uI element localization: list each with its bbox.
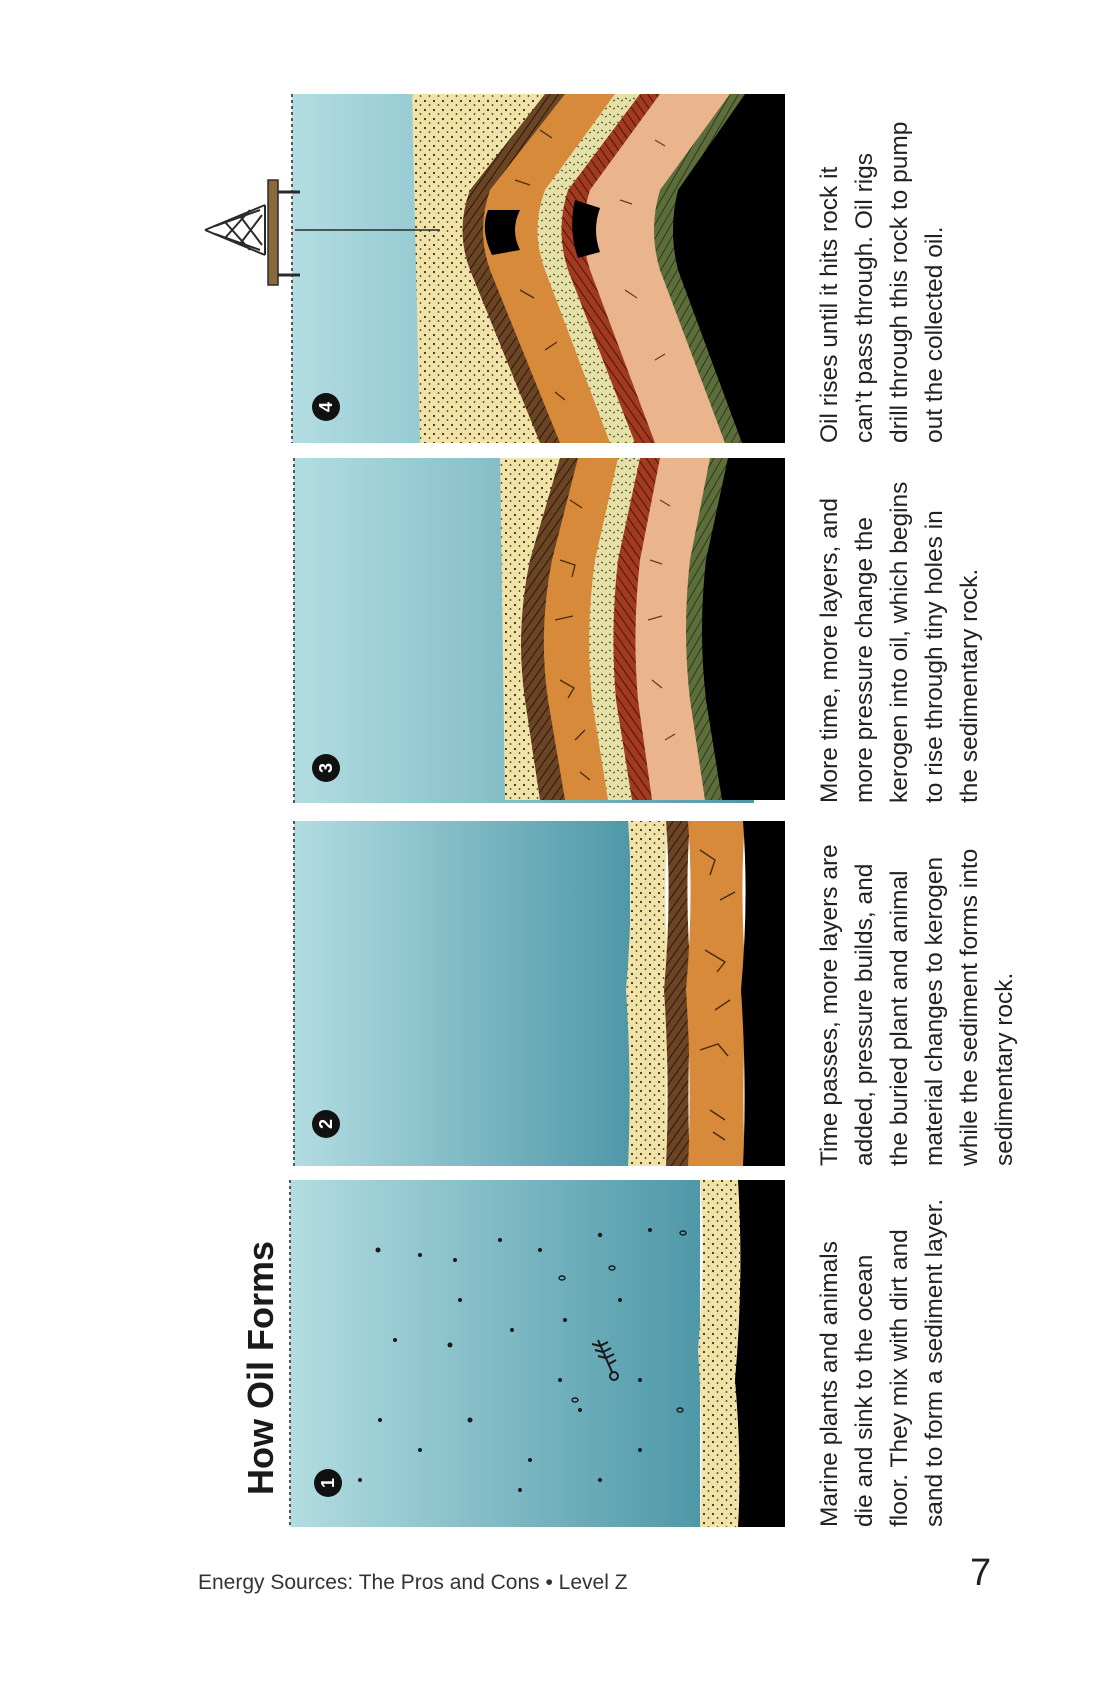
- caption-panel-1: Marine plants and animals die and sink t…: [812, 1199, 952, 1527]
- svg-text:4: 4: [316, 402, 336, 412]
- panel-2: [293, 821, 785, 1166]
- caption-line: added, pressure builds, and: [851, 863, 878, 1166]
- caption-line: Oil rises until it hits rock it: [816, 166, 843, 443]
- caption-panel-2: Time passes, more layers are added, pres…: [812, 844, 1022, 1166]
- badge-1: 1: [314, 1469, 342, 1497]
- panel-1: [289, 1180, 785, 1527]
- badge-2: 2: [312, 1110, 340, 1138]
- badge-3: 3: [312, 754, 340, 782]
- caption-line: die and sink to the ocean: [851, 1254, 878, 1527]
- caption-line: drill through this rock to pump: [886, 121, 913, 443]
- caption-line: while the sediment forms into: [956, 848, 983, 1166]
- caption-line: More time, more layers, and: [816, 498, 843, 803]
- caption-line: more pressure change the: [851, 517, 878, 803]
- caption-line: out the collected oil.: [921, 226, 948, 443]
- oil-rig-icon: [204, 204, 440, 256]
- caption-line: the buried plant and animal: [886, 870, 913, 1166]
- svg-text:1: 1: [318, 1478, 338, 1488]
- figure-title: How Oil Forms: [240, 1240, 281, 1495]
- svg-text:3: 3: [316, 763, 336, 773]
- caption-line: floor. They mix with dirt and: [886, 1229, 913, 1527]
- caption-line: sand to form a sediment layer.: [921, 1198, 948, 1527]
- caption-line: material changes to kerogen: [921, 856, 948, 1166]
- rig-platform: [267, 179, 279, 286]
- caption-line: sedimentary rock.: [991, 972, 1018, 1166]
- svg-text:2: 2: [316, 1119, 336, 1129]
- caption-line: Time passes, more layers are: [816, 844, 843, 1166]
- caption-line: can’t pass through. Oil rigs: [851, 152, 878, 443]
- badge-4: 4: [312, 393, 340, 421]
- footer-book-title: Energy Sources: The Pros and Cons • Leve…: [198, 1571, 628, 1594]
- panel-3: [293, 458, 785, 803]
- caption-line: kerogen into oil, which begins: [886, 481, 913, 803]
- page-number: 7: [970, 1552, 992, 1594]
- panel-4: [204, 94, 785, 443]
- fish-skeleton-icon: [591, 1339, 619, 1381]
- caption-line: the sedimentary rock.: [956, 568, 983, 803]
- caption-line: to rise through tiny holes in: [921, 510, 948, 803]
- caption-panel-3: More time, more layers, and more pressur…: [812, 482, 987, 803]
- caption-line: Marine plants and animals: [816, 1241, 843, 1527]
- caption-panel-4: Oil rises until it hits rock it can’t pa…: [812, 122, 952, 443]
